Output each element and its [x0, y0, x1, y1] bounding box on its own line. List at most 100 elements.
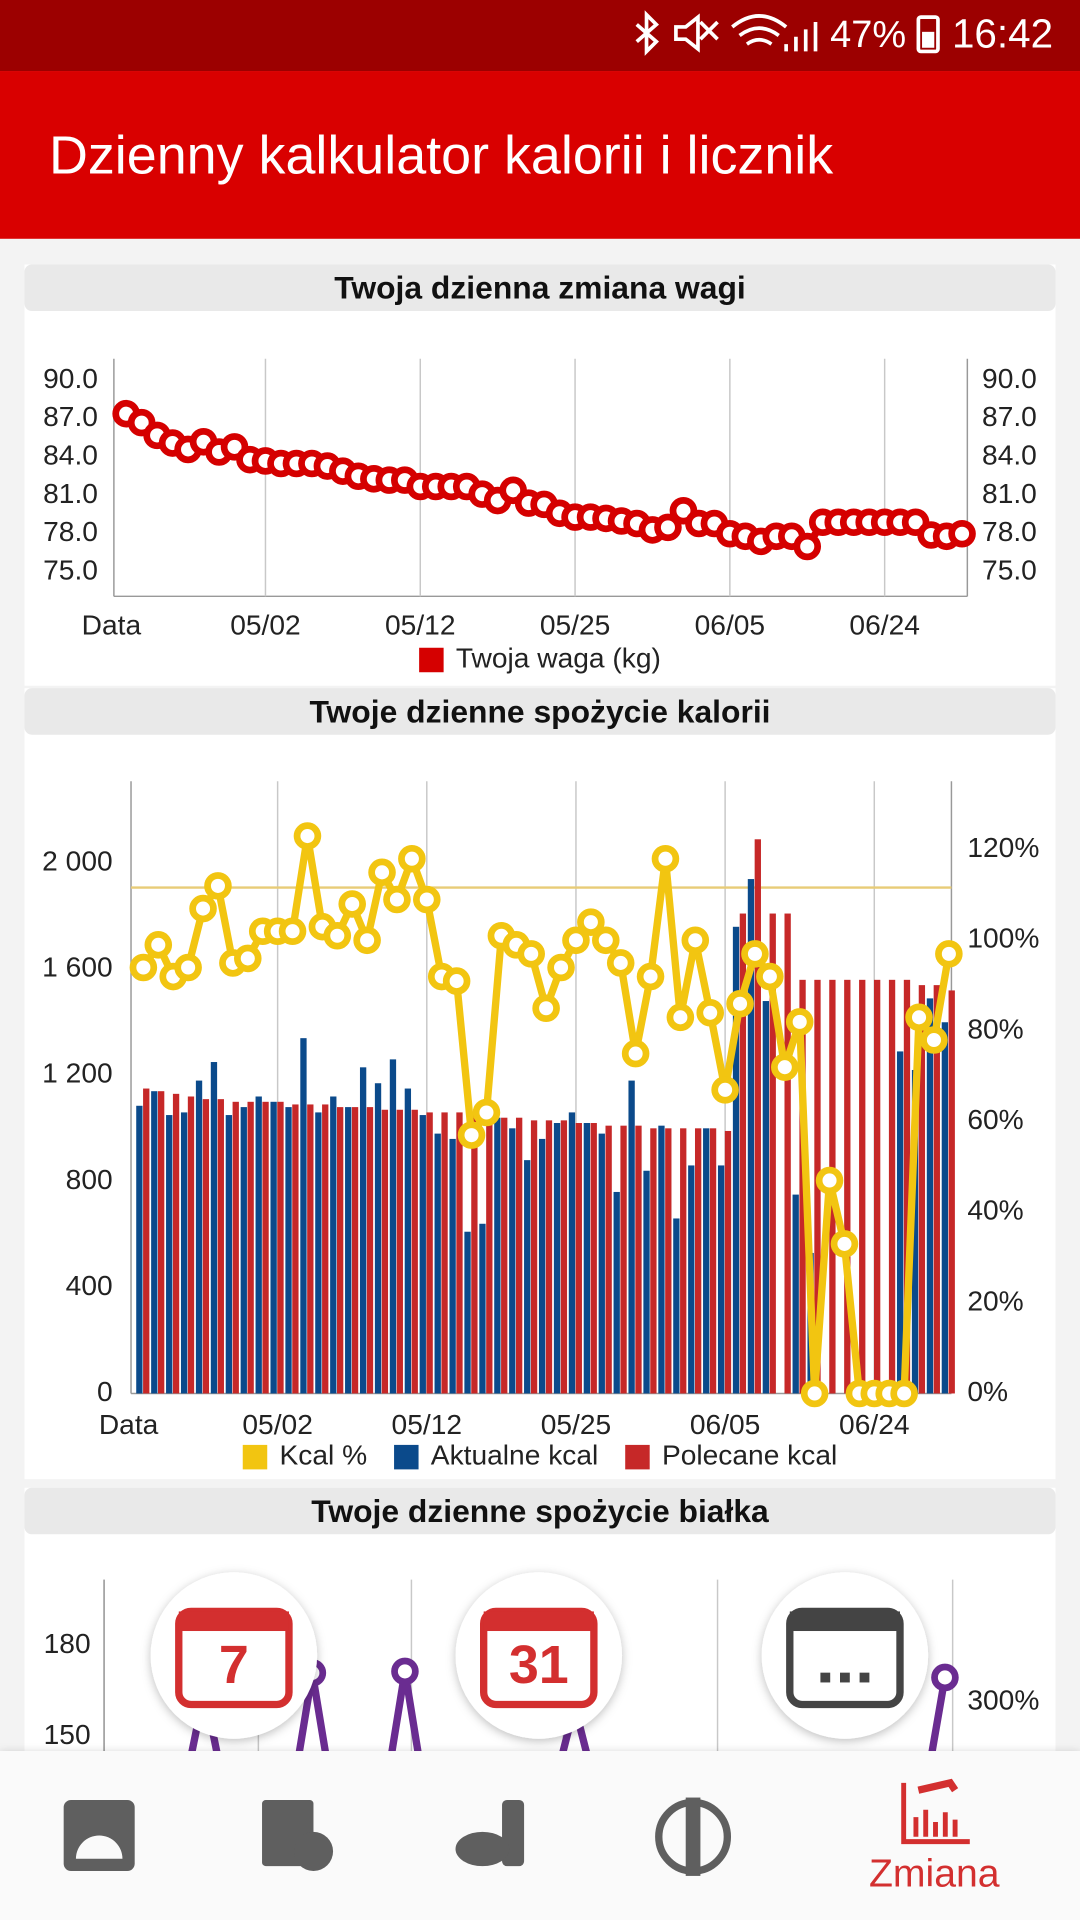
status-bar — [0, 0, 1080, 72]
bar — [166, 1115, 173, 1394]
bar — [658, 1125, 665, 1394]
y2-tick-label: 100% — [967, 923, 1039, 954]
nav-diary[interactable] — [262, 1800, 334, 1872]
bar — [948, 990, 955, 1394]
bar — [524, 1160, 531, 1394]
bar — [322, 1104, 329, 1394]
legend-label: Polecane kcal — [662, 1440, 837, 1471]
bar — [688, 1165, 695, 1394]
bar — [292, 1104, 299, 1394]
point — [890, 1379, 918, 1408]
bar — [926, 998, 934, 1394]
y-tick-label-right: 75.0 — [982, 554, 1037, 585]
bar — [247, 1101, 254, 1394]
y-tick-label: 1 600 — [42, 952, 112, 983]
bar — [717, 1165, 725, 1394]
bar — [888, 979, 896, 1394]
bar — [143, 1088, 150, 1394]
bar — [351, 1107, 359, 1394]
point — [472, 1098, 501, 1127]
bar — [911, 1069, 919, 1394]
y2-tick-label: 120% — [967, 832, 1039, 863]
y-tick-label-right: 87.0 — [982, 401, 1037, 432]
bar — [918, 985, 926, 1394]
point — [651, 844, 680, 873]
icon-cutlery — [685, 1797, 701, 1876]
card-header — [24, 264, 1056, 312]
calendar-top — [178, 1611, 289, 1632]
point — [696, 999, 724, 1027]
bar — [553, 1123, 561, 1394]
icon-clock — [293, 1831, 334, 1872]
point — [793, 532, 822, 561]
legend-swatch — [419, 647, 444, 673]
bar — [545, 1120, 553, 1394]
legend-swatch — [394, 1444, 419, 1470]
nav-progress[interactable]: Zmiana — [869, 1778, 1000, 1895]
point — [621, 1039, 650, 1068]
point — [189, 894, 217, 923]
shortcut-week[interactable]: 7 — [150, 1572, 318, 1739]
bar — [873, 979, 881, 1394]
icon — [901, 1782, 970, 1845]
x-tick-label: 05/02 — [242, 1409, 312, 1440]
nav-activity[interactable] — [455, 1800, 525, 1867]
y2-tick-label: 0% — [967, 1376, 1008, 1407]
bar — [381, 1109, 389, 1394]
bar — [724, 1130, 732, 1394]
calendar-top — [789, 1611, 900, 1632]
x-tick-label: 05/02 — [230, 609, 300, 640]
bar — [501, 1117, 508, 1394]
x-tick-label: Data — [82, 609, 142, 640]
bar — [210, 1062, 218, 1394]
shortcut-custom[interactable] — [761, 1572, 929, 1739]
point — [562, 926, 590, 955]
nav-meals[interactable] — [655, 1797, 732, 1876]
nav-label[interactable]: Zmiana — [869, 1852, 1000, 1895]
y-tick-label: 84.0 — [43, 440, 98, 471]
dot — [820, 1672, 831, 1683]
bar — [694, 1128, 702, 1394]
bar — [449, 1138, 456, 1394]
chart-title: Twoje dzienne spożycie kalorii — [309, 693, 770, 729]
card — [24, 264, 1056, 686]
bar — [426, 1112, 433, 1394]
x-tick-label: 05/25 — [541, 1409, 611, 1440]
y-tick-label-right: 84.0 — [982, 440, 1037, 471]
point — [353, 926, 381, 955]
point — [234, 944, 262, 973]
y-tick-label: 0 — [97, 1376, 113, 1407]
point — [278, 917, 307, 946]
bar — [187, 1096, 195, 1394]
bar — [374, 1083, 382, 1394]
bar — [583, 1123, 591, 1394]
nav-dashboard[interactable] — [63, 1800, 135, 1872]
bar — [232, 1101, 239, 1394]
x-tick-label: Data — [99, 1409, 159, 1440]
point — [532, 994, 560, 1023]
bar — [195, 1080, 203, 1394]
point — [785, 1008, 814, 1036]
point — [666, 1003, 695, 1032]
bar — [151, 1091, 158, 1394]
calendar-top — [483, 1611, 594, 1632]
shortcut-month[interactable]: 31 — [455, 1572, 623, 1739]
bar — [605, 1125, 612, 1394]
point — [636, 962, 665, 991]
point — [935, 940, 963, 968]
bar — [262, 1101, 269, 1394]
bar — [769, 913, 776, 1394]
bar — [933, 985, 940, 1394]
bar — [650, 1128, 657, 1394]
bar — [471, 1115, 478, 1394]
bar — [590, 1123, 597, 1394]
point — [547, 953, 575, 982]
dot — [859, 1672, 870, 1683]
bar — [903, 979, 911, 1394]
y-tick-label-right: 78.0 — [982, 516, 1037, 547]
y2-tick-label: 300% — [967, 1685, 1039, 1716]
bar — [300, 1038, 307, 1394]
clock: 16:42 — [952, 10, 1053, 56]
bar — [157, 1091, 165, 1394]
